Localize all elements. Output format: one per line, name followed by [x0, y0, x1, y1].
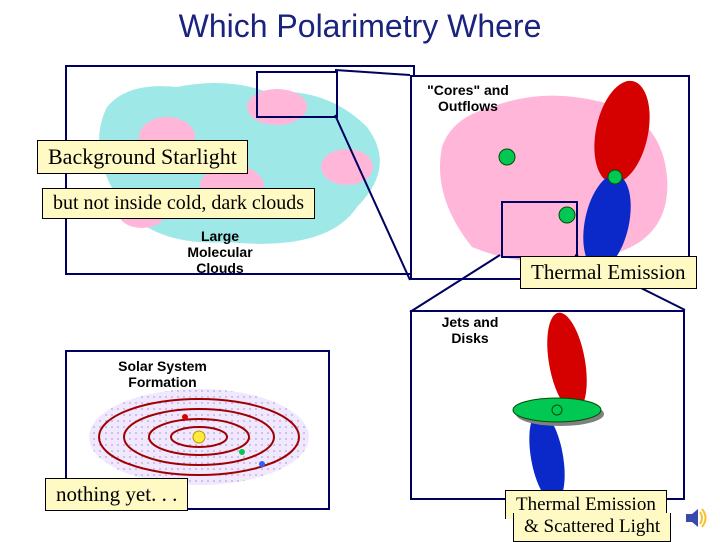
page-title: Which Polarimetry Where: [0, 8, 720, 45]
label-jets-disks: Jets andDisks: [430, 314, 510, 346]
label-molecular-clouds: LargeMolecularClouds: [165, 228, 275, 276]
annot-nothing-yet: nothing yet. . .: [45, 478, 188, 511]
label-cores-outflows: "Cores" andOutflows: [418, 82, 518, 114]
audio-icon[interactable]: [682, 504, 710, 532]
annot-background-starlight: Background Starlight: [37, 140, 248, 174]
label-solar-system: Solar SystemFormation: [105, 358, 220, 390]
annot-scattered-light: & Scattered Light: [513, 513, 671, 542]
annot-not-inside: but not inside cold, dark clouds: [42, 188, 315, 219]
annot-thermal-emission-1: Thermal Emission: [520, 256, 697, 289]
